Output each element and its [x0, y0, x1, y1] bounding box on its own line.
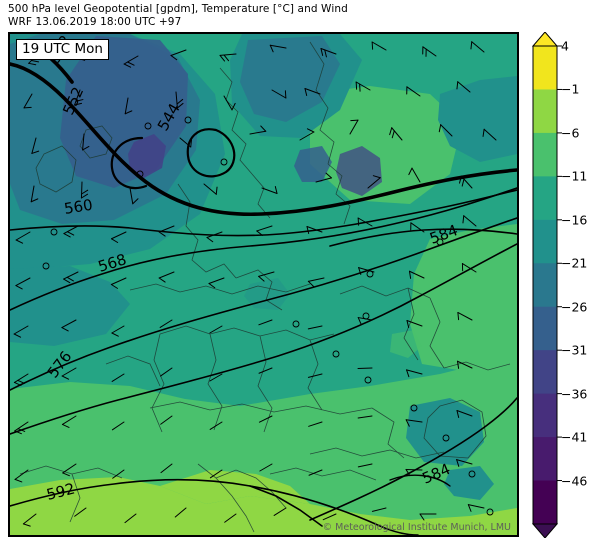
colorbar-tick-label: −41	[561, 429, 588, 445]
colorbar-tick-label: −46	[561, 473, 588, 489]
colorbar-band	[533, 393, 557, 438]
colorbar-band	[533, 306, 557, 351]
colorbar-band	[533, 350, 557, 395]
colorbar-tick-label: −11	[561, 168, 588, 184]
colorbar[interactable]: 4 −1 −6 −11 −16 −21 −26 −31 −36 −41 −46	[531, 32, 599, 538]
colorbar-band	[533, 46, 557, 90]
colorbar-tick-label: −31	[561, 342, 588, 358]
colorbar-tick-label: −6	[561, 125, 580, 141]
colorbar-outline	[532, 45, 558, 525]
colorbar-band	[533, 219, 557, 264]
colorbar-band	[533, 263, 557, 308]
colorbar-tick-label: −1	[561, 81, 580, 97]
colorbar-under-arrow	[531, 523, 559, 538]
colorbar-band	[533, 480, 557, 525]
colorbar-band	[533, 132, 557, 177]
colorbar-tick-label: −36	[561, 386, 588, 402]
weather-map[interactable]: 552552544560568576584584592 19 UTC Mon ©…	[8, 32, 519, 537]
page-title: 500 hPa level Geopotential [gpdm], Tempe…	[8, 3, 528, 29]
colorbar-band	[533, 176, 557, 221]
timestamp-badge: 19 UTC Mon	[16, 39, 109, 60]
title-line-model-run: WRF 13.06.2019 18:00 UTC +97	[8, 16, 182, 28]
colorbar-gradient	[531, 32, 562, 538]
map-canvas: 552552544560568576584584592	[10, 34, 517, 535]
colorbar-tick-label: −26	[561, 299, 588, 315]
colorbar-over-arrow	[531, 32, 559, 47]
colorbar-tick-label: 4	[561, 38, 569, 54]
colorbar-band	[533, 89, 557, 134]
title-line-variables: 500 hPa level Geopotential [gpdm], Tempe…	[8, 3, 348, 15]
contour-label: 560	[63, 196, 94, 218]
colorbar-band	[533, 437, 557, 482]
colorbar-tick-label: −21	[561, 255, 588, 271]
attribution-text: © Meteorological Institute Munich, LMU	[322, 522, 511, 533]
colorbar-tick-label: −16	[561, 212, 588, 228]
